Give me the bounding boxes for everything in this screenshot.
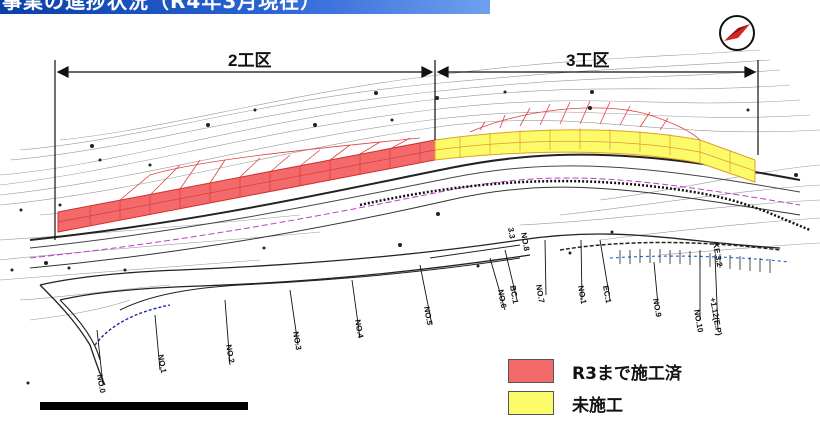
station-label: NO.5 [422,306,434,326]
north-compass-icon [719,15,755,51]
legend-swatch-pending [508,391,554,415]
road-lines [29,153,811,386]
pending-slope-lines [469,100,701,141]
station-label: NO.8 [519,232,531,252]
station-markers [96,239,719,386]
station-label: NO.1 [156,354,168,374]
station-label: NO.10 [692,309,705,334]
pending-section-area [434,129,756,183]
station-label: NO.6 [496,289,508,309]
station-label: KE.3.2 [711,242,724,268]
legend-label-pending: 未施工 [572,395,623,416]
station-label: NO.4 [353,319,365,339]
legend-item-completed: R3まで施工済 [508,358,682,384]
legend-label-completed: R3まで施工済 [572,363,682,384]
legend-swatch-completed [508,359,554,383]
section-label-2: 2工区 [228,51,271,70]
station-label: +1.12(E.P) [708,297,724,337]
page-title: 事業の進捗状況（R4年3月現在） [2,0,322,13]
footer-bar [40,402,248,410]
bridge-supports [619,249,771,273]
station-label: NO.9 [651,298,663,318]
station-label: NO.0 [95,374,107,394]
completed-slope-lines [119,137,421,201]
station-label: NO.2 [224,344,236,364]
legend-item-pending: 未施工 [508,390,682,416]
section-label-3: 3工区 [566,51,609,70]
station-label: 3.3 [506,227,517,240]
station-label: EC.1 [601,285,613,305]
station-label: BC.1 [508,285,520,305]
legend: R3まで施工済 未施工 [508,358,682,422]
pending-section-hatch [434,128,756,172]
station-label: NO.7 [534,284,546,304]
station-label: NO.1 [576,285,588,305]
section-dimensions [54,60,759,240]
title-bar: 事業の進捗状況（R4年3月現在） [0,0,490,14]
contour-lines [0,49,820,321]
completed-section-hatch [57,143,436,226]
station-label: NO.3 [291,331,303,351]
survey-points [10,90,798,385]
plan-drawing: 2工区 3工区 NO.0 NO.1 NO.2 NO.3 NO.4 NO.5 NO… [0,15,820,394]
